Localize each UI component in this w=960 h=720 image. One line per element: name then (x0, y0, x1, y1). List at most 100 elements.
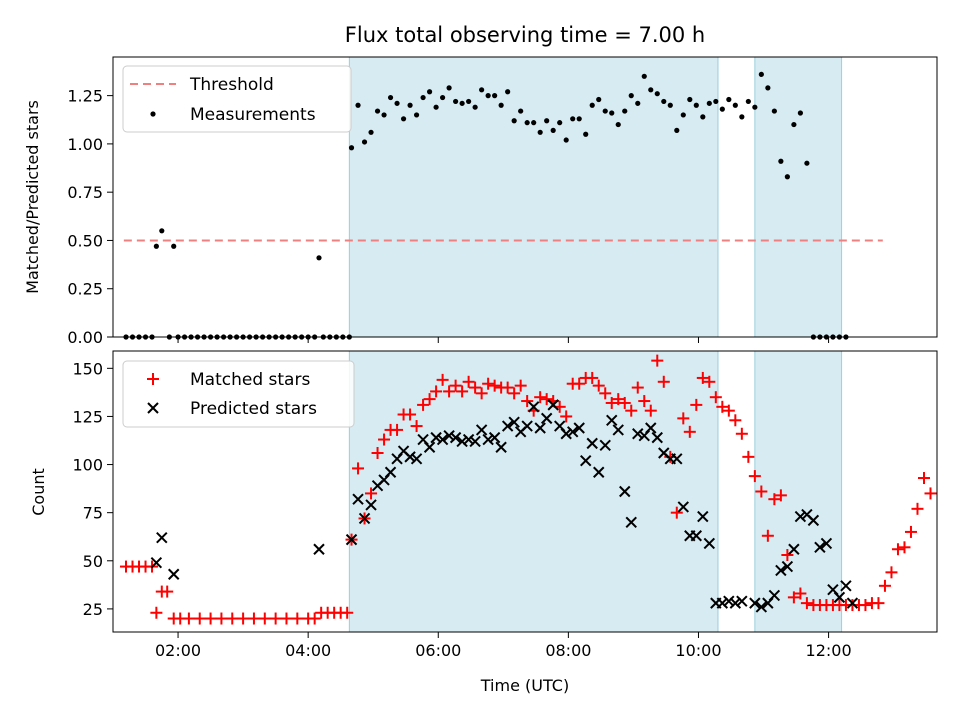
matched-stars-point (800, 597, 813, 610)
predicted-stars-point (671, 453, 683, 465)
legend-matched-label: Matched stars (190, 370, 310, 390)
matched-stars-point (436, 373, 449, 386)
matched-stars-point (573, 377, 586, 390)
predicted-stars-point (547, 399, 559, 411)
legend-predicted-swatch (147, 402, 159, 414)
matched-stars-point (226, 612, 239, 625)
predicted-stars-point (345, 533, 358, 546)
measurements-point (609, 110, 615, 116)
bottom-legend: Matched stars Predicted stars (122, 360, 355, 428)
matched-stars-point (378, 433, 391, 446)
matched-stars-point (161, 585, 174, 598)
matched-stars-point (716, 400, 729, 413)
matched-stars-point (670, 506, 683, 519)
x-tick-label: 02:00 (155, 641, 201, 660)
measurements-point (544, 118, 550, 124)
measurements-point (171, 243, 177, 249)
matched-stars-point (308, 612, 321, 625)
predicted-stars-point (820, 537, 833, 550)
measurements-point (687, 96, 693, 103)
measurements-point (706, 100, 712, 106)
predicted-stars-point (775, 564, 787, 577)
predicted-stars-point (365, 499, 377, 511)
measurements-point (531, 120, 537, 126)
measurements-point (316, 255, 322, 261)
measurements-point (400, 116, 407, 122)
y-tick-label: 150 (72, 359, 103, 378)
matched-stars-point (859, 599, 872, 612)
predicted-stars-point (846, 597, 859, 609)
x-tick-label: 12:00 (806, 641, 852, 660)
matched-stars-point (475, 387, 488, 400)
matched-stars-point (683, 425, 696, 438)
bottom-plot-frame (112, 350, 938, 633)
measurements-point (159, 228, 165, 234)
predicted-stars-point (716, 597, 729, 609)
measurements-point (732, 102, 738, 108)
matched-stars-point (911, 502, 924, 515)
matched-stars-point (423, 393, 436, 406)
measurements-point (576, 116, 582, 122)
matched-stars-point (709, 391, 722, 404)
predicted-stars-point (560, 428, 572, 440)
x-tick-label: 04:00 (285, 641, 331, 660)
y-tick-label: 0.75 (67, 183, 103, 202)
measurements-point (680, 112, 686, 118)
matched-stars-point (748, 470, 761, 483)
measurements-point (361, 139, 368, 145)
matched-stars-point (488, 379, 501, 392)
predicted-stars-point (586, 437, 598, 450)
matched-stars-point (592, 379, 605, 392)
y-tick-label: 0.50 (67, 231, 103, 250)
matched-stars-point (501, 381, 514, 394)
predicted-stars-point (469, 435, 481, 448)
matched-stars-point (612, 393, 625, 406)
matched-stars-point (742, 450, 755, 463)
measurements-point (719, 106, 725, 112)
measurements-point (407, 102, 413, 108)
matched-stars-point (462, 375, 475, 388)
x-tick-label: 10:00 (675, 641, 721, 660)
measurements-point (674, 127, 680, 133)
matched-stars-point (469, 381, 482, 394)
x-tick-label: 08:00 (545, 641, 591, 660)
measurements-point (453, 98, 459, 105)
y-tick-label: 0.00 (67, 328, 103, 347)
bottom-axis-ticks: 25 50 75 100 125 150 02:00 04:00 06:00 08:00 10:00… (72, 359, 851, 660)
matched-stars-point (508, 387, 521, 400)
measurements-point (726, 96, 732, 103)
y-tick-label: 125 (72, 407, 103, 426)
predicted-stars-point (527, 401, 540, 413)
measurements-point (505, 89, 511, 95)
matched-stars-point (247, 612, 260, 625)
predicted-stars-point (781, 560, 794, 573)
measurements-point (472, 104, 478, 110)
bottom-legend-box (122, 360, 355, 428)
measurements-point (479, 87, 485, 93)
measurements-point (602, 108, 608, 114)
bottom-shaded-intervals (348, 350, 843, 633)
measurements-point (381, 112, 387, 118)
matched-stars-point (768, 493, 781, 506)
measurements-point (492, 93, 498, 99)
measurements-point (778, 158, 784, 164)
predicted-stars-point (436, 433, 449, 446)
matched-stars-point (787, 591, 800, 604)
matched-stars-point (735, 427, 748, 440)
measurements-point (348, 145, 355, 151)
predicted-stars-point (501, 420, 514, 432)
measurements-point (440, 94, 446, 101)
measurements-point (648, 87, 654, 93)
chart-title: Flux total observing time = 7.00 h (345, 23, 705, 47)
shaded-interval-0 (348, 56, 719, 338)
measurements-point (518, 108, 524, 114)
matched-stars-point (794, 587, 807, 600)
matched-stars-point (456, 385, 469, 398)
measurements-point (355, 102, 361, 108)
matched-stars-point (352, 462, 365, 475)
measurements-point (713, 98, 719, 105)
top-axis-ticks: 0.00 0.25 0.50 0.75 1.00 1.25 (67, 87, 830, 347)
predicted-stars-point (833, 591, 846, 604)
measurements-point (511, 118, 517, 124)
